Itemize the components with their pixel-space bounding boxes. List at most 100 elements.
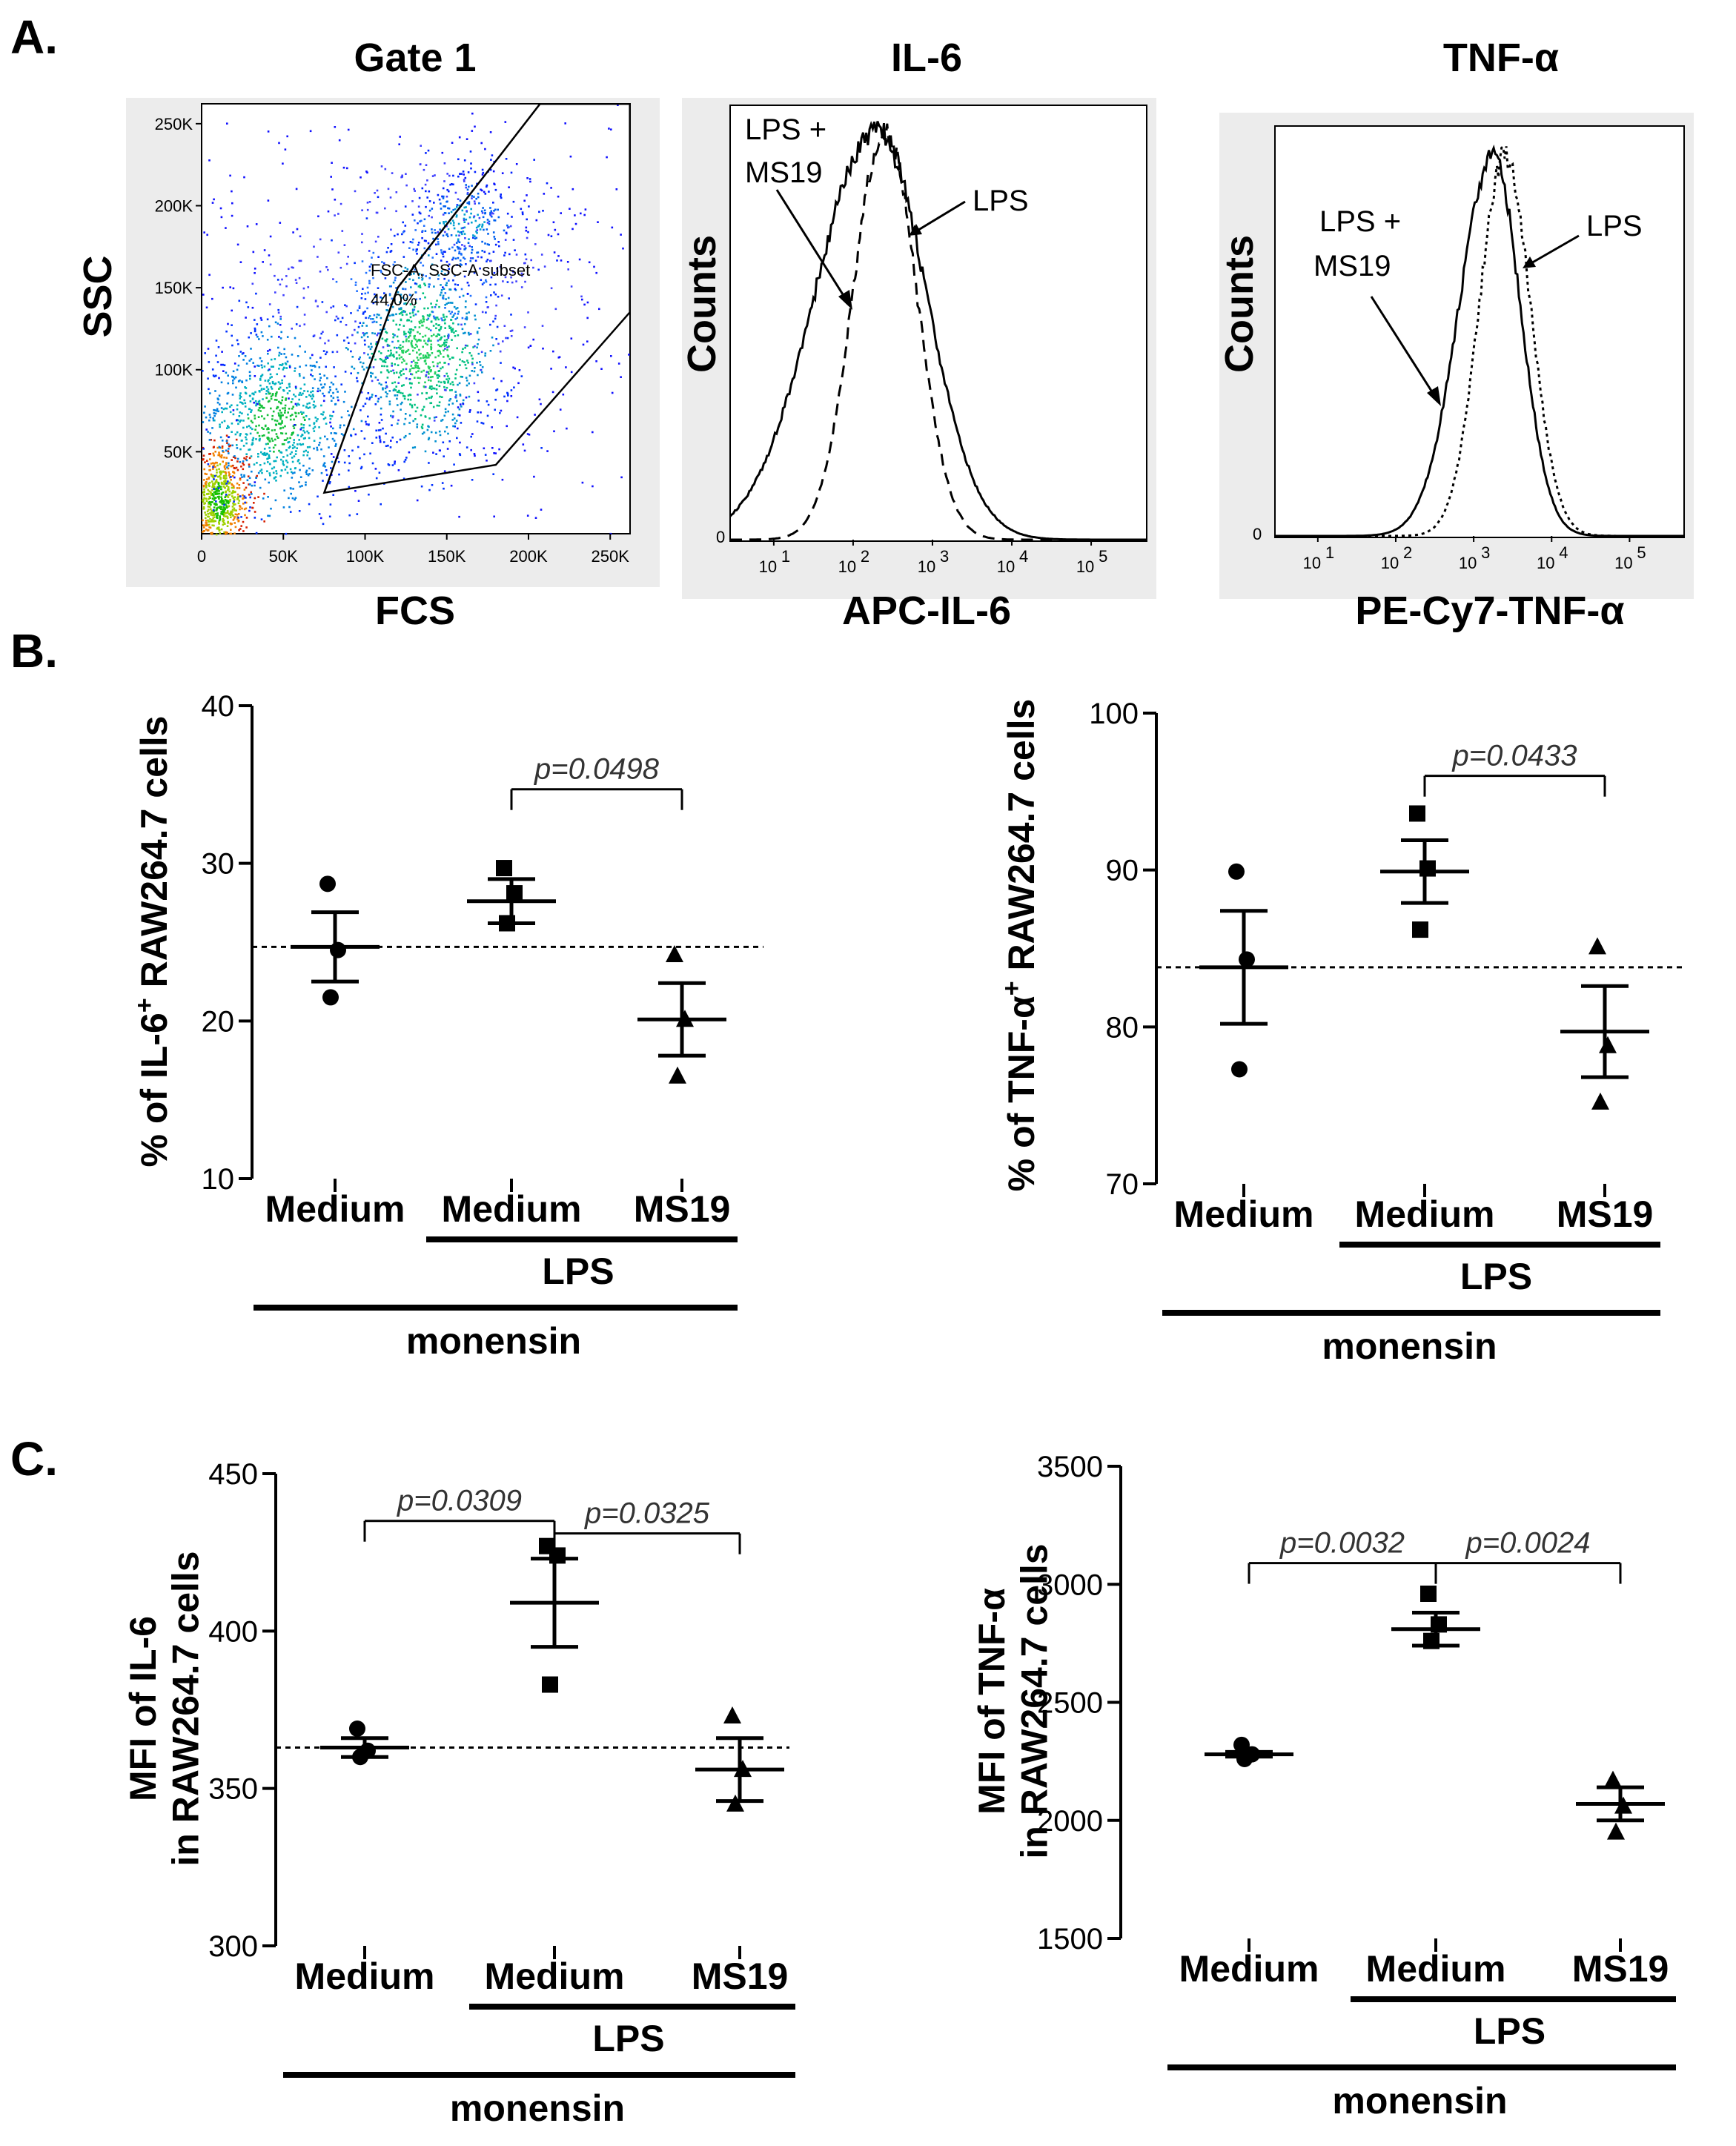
gate1-event-dot (471, 246, 473, 248)
gate1-event-dot (417, 222, 419, 225)
gate1-event-dot (318, 444, 320, 446)
gate1-event-dot (226, 427, 228, 429)
il6-hist-lps-ms19-curve (729, 120, 1147, 541)
gate1-event-dot (370, 318, 372, 320)
gate1-event-dot (354, 342, 357, 345)
gate1-event-dot (236, 518, 239, 520)
gate1-event-dot (440, 336, 443, 339)
gate1-event-dot (329, 503, 332, 506)
tnf-mfi-point-square (1420, 1585, 1437, 1602)
il6-hist-annotation-lps-ms19-2: MS19 (745, 156, 823, 189)
gate1-event-dot (360, 361, 362, 364)
gate1-event-dot (449, 398, 452, 400)
gate1-event-dot (494, 208, 497, 211)
gate1-event-dot (425, 205, 427, 208)
gate1-event-dot (211, 520, 213, 523)
gate1-event-dot (417, 394, 419, 396)
gate1-event-dot (479, 361, 481, 363)
gate1-event-dot (458, 252, 460, 255)
gate1-event-dot (443, 345, 446, 348)
gate1-event-dot (484, 352, 487, 354)
gate1-event-dot (348, 414, 351, 417)
gate1-event-dot (448, 263, 451, 266)
gate1-event-dot (428, 214, 430, 217)
tnf-x-tick-base: 10 (1614, 554, 1632, 572)
gate1-event-dot (378, 422, 381, 424)
gate1-event-dot (454, 283, 457, 285)
gate1-event-dot (445, 389, 447, 391)
gate1-event-dot (412, 248, 414, 251)
gate1-event-dot (281, 422, 283, 424)
gate1-event-dot (298, 403, 300, 406)
gate1-event-dot (431, 208, 434, 210)
gate1-event-dot (377, 332, 380, 335)
tnf-hist-annotation-lps-ms19-2: MS19 (1313, 250, 1391, 282)
gate1-event-dot (395, 287, 397, 289)
gate1-event-dot (234, 376, 237, 379)
gate1-event-dot (408, 278, 411, 280)
gate1-event-dot (461, 233, 463, 236)
gate1-event-dot (452, 256, 454, 259)
gate1-event-dot (322, 417, 325, 420)
gate1-event-dot (262, 454, 265, 456)
gate1-event-dot (251, 506, 254, 509)
gate1-event-dot (408, 451, 411, 454)
gate1-event-dot (231, 394, 234, 396)
gate1-event-dot (390, 440, 392, 442)
gate1-event-dot (443, 222, 445, 225)
gate1-event-dot (211, 297, 213, 300)
gate1-event-dot (233, 516, 236, 518)
gate1-event-dot (345, 262, 348, 265)
gate1-event-dot (380, 296, 382, 299)
gate1-plot-area (201, 103, 631, 534)
gate1-event-dot (225, 533, 227, 535)
gate1-event-dot (456, 400, 458, 403)
gate1-event-dot (464, 237, 466, 239)
gate1-event-dot (431, 395, 433, 398)
gate1-event-dot (378, 382, 381, 385)
gate1-event-dot (400, 408, 402, 411)
gate1-event-dot (370, 375, 372, 378)
gate1-event-dot (420, 485, 423, 488)
gate1-event-dot (443, 162, 446, 165)
gate1-event-dot (332, 411, 335, 413)
gate1-event-dot (408, 382, 411, 385)
gate1-event-dot (444, 304, 446, 306)
gate1-event-dot (227, 511, 229, 514)
gate1-event-dot (263, 451, 266, 454)
gate1-event-dot (400, 370, 402, 372)
gate1-event-dot (271, 380, 274, 383)
gate1-event-dot (205, 306, 208, 309)
gate1-event-dot (277, 412, 280, 414)
gate1-event-dot (228, 488, 230, 491)
tnf-percent-y-tick-label: 90 (1106, 855, 1139, 887)
gate1-event-dot (397, 423, 399, 425)
gate1-event-dot (428, 354, 431, 357)
gate1-event-dot (317, 215, 319, 218)
gate1-event-dot (325, 365, 327, 368)
gate1-event-dot (286, 360, 289, 363)
gate1-event-dot (271, 382, 274, 385)
gate1-event-dot (500, 380, 503, 382)
gate1-event-dot (445, 426, 448, 428)
gate1-event-dot (420, 145, 422, 147)
gate1-event-dot (222, 491, 225, 494)
gate1-event-dot (331, 239, 333, 242)
gate1-event-dot (279, 283, 282, 286)
gate1-event-dot (271, 467, 274, 470)
gate1-event-dot (450, 484, 453, 487)
gate1-event-dot (213, 375, 216, 378)
gate1-event-dot (455, 420, 458, 422)
tnf-mfi-y-label-greek: α (971, 1588, 1013, 1611)
gate1-event-dot (243, 474, 245, 477)
gate1-event-dot (444, 231, 446, 234)
gate1-event-dot (279, 474, 282, 477)
gate1-event-dot (299, 325, 301, 327)
gate1-event-dot (398, 376, 400, 379)
gate1-event-dot (457, 240, 460, 242)
gate1-event-dot (465, 218, 468, 221)
gate1-event-dot (275, 480, 277, 482)
gate1-event-dot (348, 342, 350, 344)
